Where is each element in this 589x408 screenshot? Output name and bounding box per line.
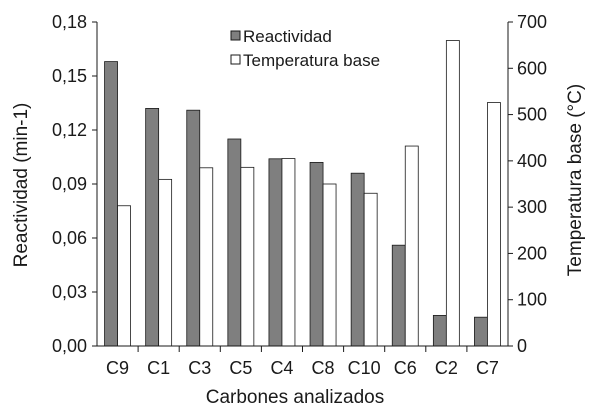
bar-temperatura [445, 40, 460, 347]
bar-reactividad [432, 314, 447, 347]
y-left-tick-label: 0,06 [52, 228, 87, 248]
bar-reactividad [227, 138, 242, 347]
bar-temperatura [487, 102, 501, 347]
bar-reactividad [350, 172, 365, 347]
y-right-tick-label: 400 [517, 151, 547, 171]
y-left-tick-label: 0,15 [52, 66, 87, 86]
y-right-tick-label: 700 [517, 12, 547, 32]
legend: Reactividad Temperatura base [230, 27, 380, 70]
bar-temperatura [322, 183, 337, 347]
bar-temperatura [404, 145, 419, 347]
y-axis-right-title: Temperatura base (°C) [565, 84, 586, 276]
y-right-tick-label: 200 [517, 243, 547, 263]
bar-reactividad [104, 61, 118, 347]
y-left-tick-label: 0,18 [52, 12, 87, 32]
y-right-tick-label: 600 [517, 58, 547, 78]
x-axis-title: Carbones analizados [206, 387, 385, 408]
x-tick-label: C8 [312, 358, 335, 378]
x-tick-label: C2 [435, 358, 458, 378]
y-right-tick-label: 500 [517, 105, 547, 125]
x-tick-label: C3 [188, 358, 211, 378]
legend-label-temperatura: Temperatura base [243, 51, 380, 70]
plot-area: 0,00 0,03 0,06 0,09 0,12 0,15 0,18 0 100 200 300 40… [52, 12, 547, 378]
y-left-tick-label: 0,00 [52, 336, 87, 356]
bar-temperatura [117, 205, 131, 347]
bar-temperatura [199, 167, 214, 347]
legend-swatch-temperatura [230, 54, 241, 65]
x-tick-label: C9 [106, 358, 129, 378]
bar-temperatura [281, 158, 296, 347]
x-tick-label: C1 [147, 358, 170, 378]
bar-temperatura [363, 192, 378, 347]
y-left-tick-label: 0,12 [52, 120, 87, 140]
y-right-tick-label: 300 [517, 197, 547, 217]
bar-reactividad [145, 108, 160, 347]
bar-reactividad [309, 161, 324, 347]
y-axis-left-title: Reactividad (min-1) [11, 103, 32, 268]
y-right-tick-label: 100 [517, 290, 547, 310]
legend-label-reactividad: Reactividad [243, 27, 332, 46]
bar-reactividad [186, 109, 201, 347]
bar-temperatura [240, 166, 255, 347]
bar-temperatura [158, 178, 173, 347]
x-tick-label: C10 [348, 358, 381, 378]
x-tick-label: C6 [394, 358, 417, 378]
bar-reactividad [391, 244, 406, 347]
bar-reactividad [268, 158, 283, 347]
legend-swatch-reactividad [230, 30, 241, 41]
x-tick-label: C7 [476, 358, 499, 378]
y-left-tick-label: 0,03 [52, 282, 87, 302]
x-tick-label: C5 [229, 358, 252, 378]
bar-reactividad [474, 316, 488, 347]
x-tick-label: C4 [270, 358, 293, 378]
y-right-tick-label: 0 [517, 336, 527, 356]
y-left-tick-label: 0,09 [52, 174, 87, 194]
